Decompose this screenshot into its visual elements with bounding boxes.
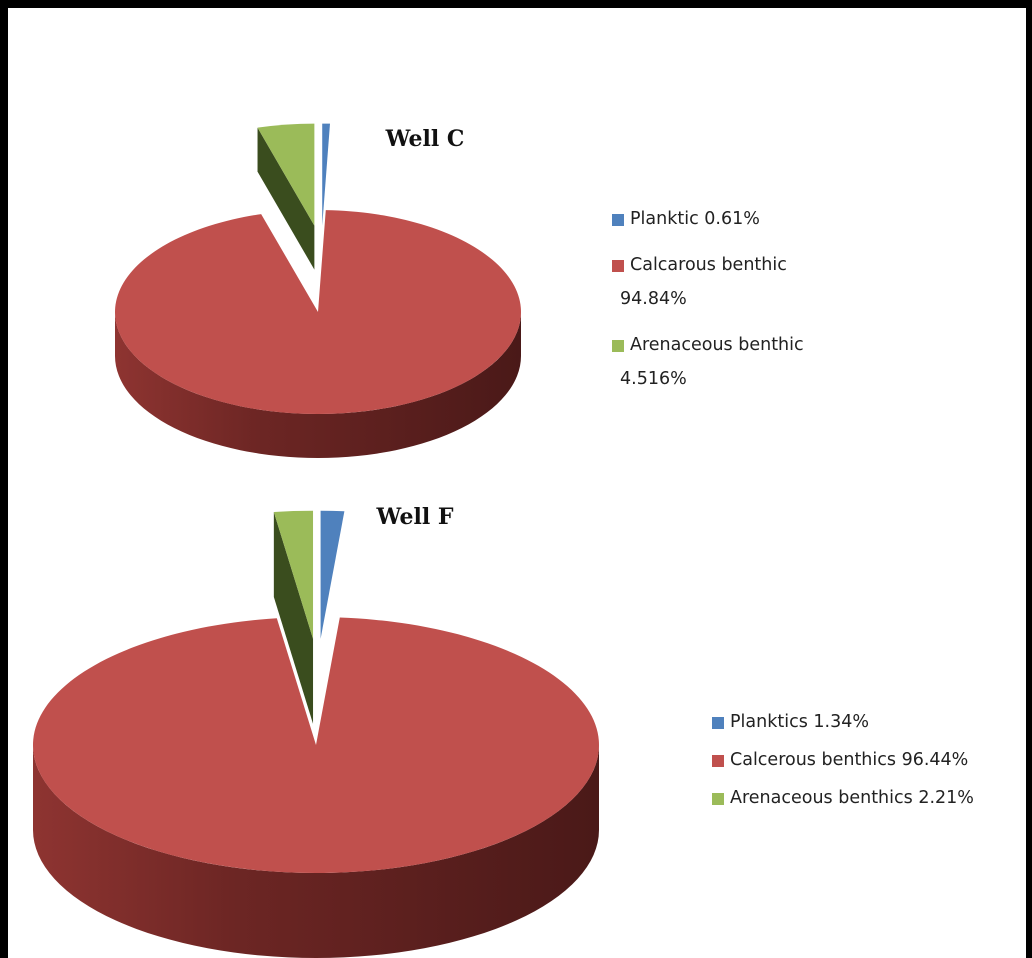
legend-swatch-0-2: [612, 340, 624, 352]
legend-item-0-0: Planktic 0.61%: [612, 209, 760, 229]
legend-item-0-2: Arenaceous benthic 4.516%: [612, 335, 804, 389]
legend-label-1-0-0: Planktics 1.34%: [730, 712, 869, 732]
pie-body-well-f: [33, 510, 600, 958]
legend-swatch-0-1: [612, 260, 624, 272]
chart-title-well-c: Well C: [385, 126, 465, 152]
legend-label-1-1-0: Calcerous benthics 96.44%: [730, 750, 968, 770]
legend-label-0-0-0: Planktic 0.61%: [630, 209, 760, 229]
pie-chart-well-c: Well C Planktic 0.61% Calcarous benthic 94…: [114, 123, 804, 458]
legend-item-0-1: Calcarous benthic 94.84%: [612, 255, 787, 309]
legend-item-1-0: Planktics 1.34%: [712, 712, 869, 732]
legend-label-0-1-0: Calcarous benthic: [630, 255, 787, 275]
pie-body-well-c: [114, 123, 521, 458]
pie-slice-0-0: [322, 123, 331, 226]
legend-item-1-2: Arenaceous benthics 2.21%: [712, 788, 974, 808]
legend-label-0-1-1: 94.84%: [620, 289, 687, 309]
legend-item-1-1: Calcerous benthics 96.44%: [712, 750, 968, 770]
legend-swatch-0-0: [612, 214, 624, 226]
pie-slice-1-1: [33, 617, 600, 958]
pie-slice-1-2: [273, 510, 314, 724]
legend-label-1-2-0: Arenaceous benthics 2.21%: [730, 788, 974, 808]
pie-slice-1-0: [320, 510, 345, 639]
pie-slice-0-2: [257, 123, 315, 270]
pie-slice-0-1: [114, 210, 521, 458]
legend-well-c: Planktic 0.61% Calcarous benthic 94.84% Are…: [612, 209, 804, 389]
legend-label-0-2-1: 4.516%: [620, 369, 687, 389]
chart-title-well-f: Well F: [376, 504, 454, 530]
legend-swatch-1-1: [712, 755, 724, 767]
legend-label-0-2-0: Arenaceous benthic: [630, 335, 804, 355]
legend-swatch-1-0: [712, 717, 724, 729]
pie-chart-well-f: Well F Planktics 1.34% Calcerous benthics…: [33, 504, 974, 958]
legend-well-f: Planktics 1.34% Calcerous benthics 96.44%…: [712, 712, 974, 808]
legend-swatch-1-2: [712, 793, 724, 805]
